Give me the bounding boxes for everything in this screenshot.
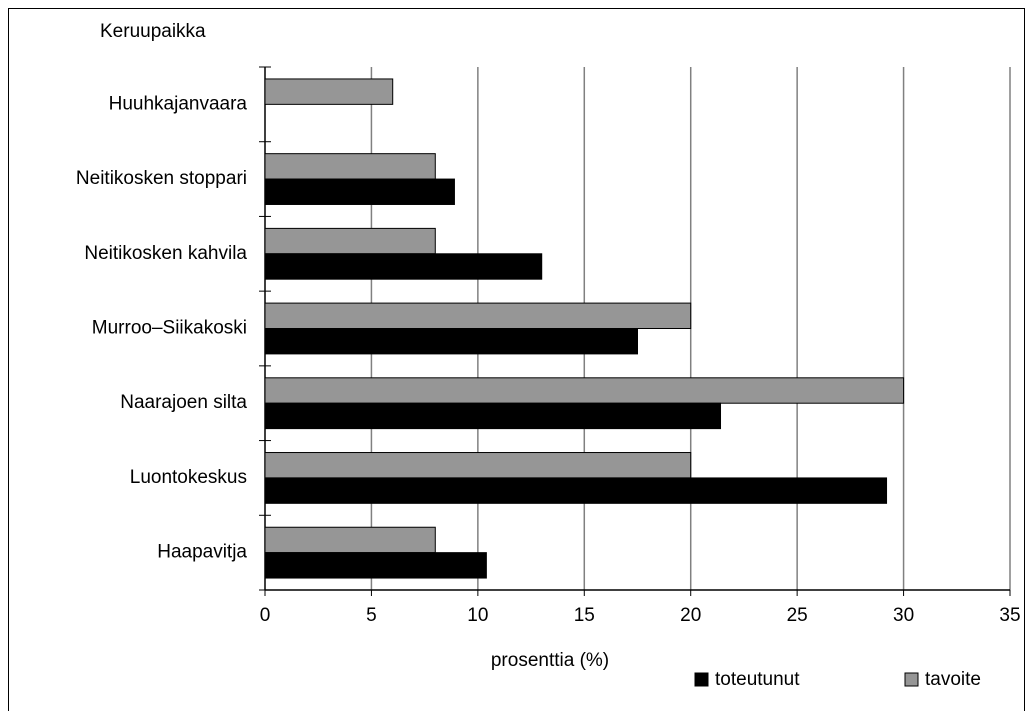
x-tick-label: 10 [467,605,488,626]
legend-swatch [904,672,919,687]
x-tick-label: 5 [366,605,377,626]
bar [264,153,436,180]
legend-label: toteutunut [715,669,800,690]
x-tick-label: 20 [680,605,701,626]
x-tick-label: 30 [893,605,914,626]
x-tick-label: 15 [574,605,595,626]
x-tick-label: 0 [260,605,271,626]
bar [264,477,888,504]
bar [264,526,436,554]
x-axis-title: prosenttia (%) [491,650,609,671]
y-tick-label: Huuhkajanvaara [109,93,248,114]
chart-border [8,8,1025,716]
legend-swatch [694,672,709,687]
bar [264,552,487,579]
x-tick-label: 25 [787,605,808,626]
bar [264,78,394,105]
bar [264,302,692,329]
y-axis-title: Keruupaikka [100,21,206,42]
y-tick-label: Luontokeskus [130,467,247,488]
legend-label: tavoite [925,669,981,690]
y-tick-label: Neitikosken kahvila [84,243,247,264]
bar [264,227,436,255]
y-tick-label: Naarajoen silta [120,392,247,413]
x-tick-label: 35 [999,605,1020,626]
bar [264,178,455,205]
bar [264,328,638,355]
y-tick-label: Murroo–Siikakoski [92,318,247,339]
y-tick-label: Neitikosken stoppari [76,168,247,189]
bar [264,253,543,280]
bar [264,377,905,404]
bar [264,402,722,430]
bar [264,452,692,479]
y-tick-label: Haapavitja [157,542,247,563]
